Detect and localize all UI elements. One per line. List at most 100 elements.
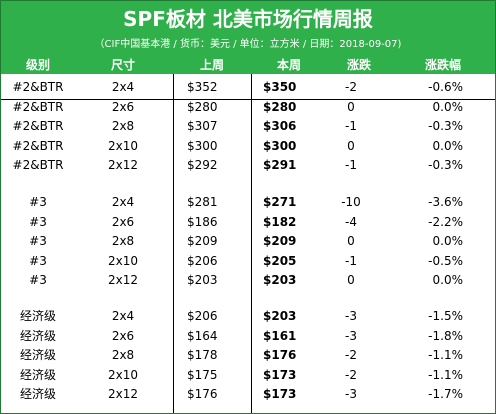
- size-cell: 2x8: [111, 234, 135, 249]
- size-cell: 2x12: [107, 158, 138, 173]
- row-divider: [1, 99, 495, 100]
- last-week-price-cell: $307: [187, 119, 218, 134]
- change-percent-cell: 0.0%: [432, 273, 464, 288]
- last-week-price-cell: $300: [187, 138, 218, 153]
- last-week-price-cell: $203: [187, 273, 218, 288]
- change-percent-cell: -1.7%: [428, 387, 463, 402]
- this-week-price-cell: $182: [263, 214, 297, 229]
- grade-cell: 经济级: [19, 348, 56, 363]
- column-divider-right: [251, 74, 252, 413]
- last-week-price-cell: $178: [187, 348, 218, 363]
- size-cell: 2x10: [107, 367, 138, 382]
- grade-cell: #2&BTR: [12, 119, 64, 134]
- column-header-change-percent: 涨跌幅: [424, 58, 461, 72]
- last-week-price-cell: $206: [187, 253, 218, 268]
- change-percent-cell: -0.6%: [428, 80, 463, 94]
- size-cell: 2x8: [111, 348, 135, 363]
- grade-cell: #3: [29, 234, 47, 249]
- report-title: SPF板材 北美市场行情周报: [123, 7, 373, 31]
- change-cell: -2: [345, 80, 357, 94]
- size-cell: 2x10: [107, 138, 138, 153]
- change-cell: -1: [345, 158, 357, 173]
- change-percent-cell: -0.5%: [428, 253, 463, 268]
- change-cell: -1: [345, 253, 357, 268]
- change-cell: 0: [347, 138, 355, 153]
- size-cell: 2x6: [111, 99, 135, 114]
- size-cell: 2x6: [111, 328, 135, 343]
- grade-cell: 经济级: [19, 387, 56, 402]
- this-week-price-cell: $209: [263, 234, 297, 249]
- last-week-price-cell: $176: [187, 387, 218, 402]
- change-percent-cell: 0.0%: [432, 99, 464, 114]
- size-cell: 2x8: [111, 119, 135, 134]
- change-cell: -4: [345, 214, 357, 229]
- size-cell: 2x12: [107, 273, 138, 288]
- grade-cell: #2&BTR: [12, 138, 64, 153]
- change-percent-cell: -3.6%: [428, 195, 463, 209]
- change-cell: -2: [345, 367, 357, 382]
- size-cell: 2x4: [111, 80, 135, 94]
- column-header-this-week: 本周: [276, 58, 301, 72]
- grade-cell: 经济级: [19, 367, 56, 382]
- change-percent-cell: -0.3%: [428, 158, 463, 173]
- change-cell: -2: [345, 348, 357, 363]
- change-percent-cell: -0.3%: [428, 119, 463, 134]
- this-week-price-cell: $306: [263, 119, 297, 134]
- column-header-grade: 级别: [25, 58, 50, 72]
- change-percent-cell: -2.2%: [428, 214, 463, 229]
- change-cell: -3: [345, 309, 357, 323]
- this-week-price-cell: $271: [263, 195, 297, 209]
- this-week-price-cell: $205: [263, 253, 297, 268]
- change-cell: -3: [345, 328, 357, 343]
- this-week-price-cell: $280: [263, 99, 297, 114]
- last-week-price-cell: $186: [187, 214, 218, 229]
- change-percent-cell: -1.1%: [428, 348, 463, 363]
- column-header-change: 涨跌: [346, 58, 371, 72]
- this-week-price-cell: $161: [263, 328, 297, 343]
- this-week-price-cell: $203: [263, 309, 297, 323]
- grade-cell: 经济级: [19, 309, 56, 323]
- grade-cell: 经济级: [19, 328, 56, 343]
- last-week-price-cell: $352: [187, 80, 218, 94]
- this-week-price-cell: $203: [263, 273, 297, 288]
- last-week-price-cell: $175: [187, 367, 218, 382]
- grade-cell: #2&BTR: [12, 158, 64, 173]
- change-cell: -3: [345, 387, 357, 402]
- change-percent-cell: -1.8%: [428, 328, 463, 343]
- last-week-price-cell: $292: [187, 158, 218, 173]
- change-percent-cell: -1.1%: [428, 367, 463, 382]
- size-cell: 2x6: [111, 214, 135, 229]
- grade-cell: #2&BTR: [12, 99, 64, 114]
- last-week-price-cell: $164: [187, 328, 218, 343]
- change-cell: 0: [347, 234, 355, 249]
- this-week-price-cell: $300: [263, 138, 297, 153]
- last-week-price-cell: $281: [187, 195, 218, 209]
- column-header-last-week: 上周: [199, 58, 224, 72]
- last-week-price-cell: $209: [187, 234, 218, 249]
- column-header-size: 尺寸: [110, 58, 135, 72]
- change-percent-cell: -1.5%: [428, 309, 463, 323]
- change-percent-cell: 0.0%: [432, 234, 464, 249]
- size-cell: 2x4: [111, 309, 135, 323]
- grade-cell: #3: [29, 253, 47, 268]
- this-week-price-cell: $291: [263, 158, 297, 173]
- this-week-price-cell: $173: [263, 367, 297, 382]
- column-divider-left: [173, 74, 174, 413]
- grade-cell: #3: [29, 214, 47, 229]
- grade-cell: #3: [29, 195, 47, 209]
- change-cell: -1: [345, 119, 357, 134]
- change-cell: 0: [347, 99, 355, 114]
- change-percent-cell: 0.0%: [432, 138, 464, 153]
- size-cell: 2x4: [111, 195, 135, 209]
- last-week-price-cell: $280: [187, 99, 218, 114]
- size-cell: 2x10: [107, 253, 138, 268]
- change-cell: 0: [347, 273, 355, 288]
- this-week-price-cell: $173: [263, 387, 297, 402]
- this-week-price-cell: $176: [263, 348, 297, 363]
- change-cell: -10: [341, 195, 361, 209]
- report-subtitle: （CIF中国基本港 / 货币：美元 / 单位：立方米 / 日期：2018-09-…: [94, 39, 402, 50]
- grade-cell: #2&BTR: [12, 80, 64, 94]
- last-week-price-cell: $206: [187, 309, 218, 323]
- report-header: SPF板材 北美市场行情周报 （CIF中国基本港 / 货币：美元 / 单位：立方…: [1, 1, 495, 74]
